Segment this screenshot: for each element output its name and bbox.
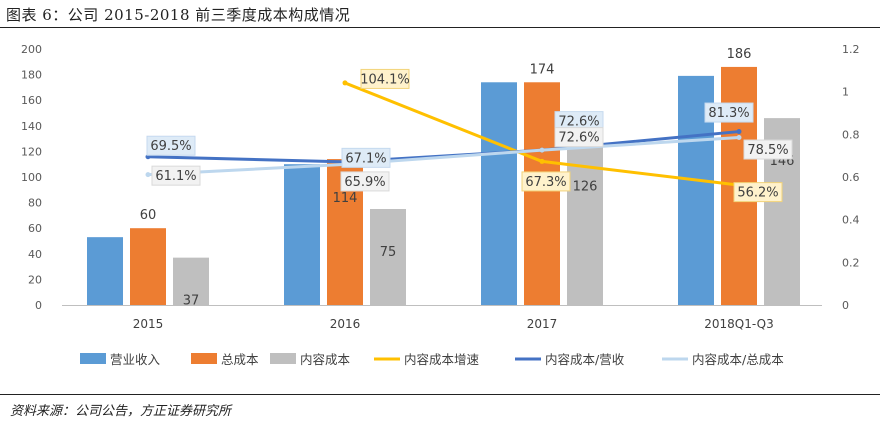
- bar-data-label: 75: [380, 245, 397, 260]
- line-point: [145, 172, 151, 178]
- line-label-box: [360, 68, 410, 89]
- line-label-box: [146, 135, 196, 156]
- bar-content-cost: [370, 209, 406, 305]
- line-label-box: [521, 171, 571, 192]
- bar-content-cost: [173, 257, 209, 305]
- y2-tick-label: 1: [842, 86, 849, 99]
- legend-label: 内容成本: [300, 352, 351, 367]
- line-label-box: [733, 182, 783, 203]
- bar-data-label: 174: [530, 62, 555, 77]
- line-label-box: [340, 171, 390, 192]
- legend-swatch: [270, 353, 296, 364]
- legend-label: 总成本: [221, 352, 259, 367]
- line-data-label: 67.3%: [525, 175, 566, 190]
- y2-tick-label: 0: [842, 299, 849, 312]
- bar-data-label: 186: [727, 47, 752, 62]
- line-data-label: 67.1%: [345, 151, 386, 166]
- bar-data-label: 126: [573, 180, 598, 195]
- y-tick-label: 120: [21, 145, 42, 158]
- line-data-label: 72.6%: [558, 131, 599, 146]
- y-tick-label: 60: [28, 222, 42, 235]
- bar-data-label: 37: [183, 294, 200, 309]
- line-data-label: 72.6%: [558, 115, 599, 130]
- line-data-label: 104.1%: [360, 72, 410, 87]
- x-category-label: 2016: [330, 317, 361, 331]
- line-label-box: [704, 102, 754, 123]
- y-tick-label: 140: [21, 120, 42, 133]
- line-point: [342, 80, 348, 86]
- y-tick-label: 160: [21, 94, 42, 107]
- y-tick-label: 0: [35, 299, 42, 312]
- bar-revenue: [481, 82, 517, 305]
- y-tick-label: 180: [21, 69, 42, 82]
- y-tick-label: 20: [28, 273, 42, 286]
- line-data-label: 65.9%: [344, 175, 385, 190]
- y-tick-label: 100: [21, 171, 42, 184]
- y-tick-label: 40: [28, 248, 42, 261]
- bar-data-label: 60: [140, 208, 157, 223]
- line-point: [736, 135, 742, 141]
- title-rule: [0, 27, 880, 28]
- y2-tick-label: 0.2: [842, 256, 860, 269]
- y-tick-label: 80: [28, 197, 42, 210]
- line-point: [539, 158, 545, 164]
- x-category-label: 2017: [527, 317, 558, 331]
- legend-label: 营业收入: [110, 352, 161, 367]
- y2-tick-label: 0.4: [842, 214, 860, 227]
- legend-label: 内容成本/营收: [545, 352, 625, 367]
- footer-rule: [0, 394, 880, 395]
- x-category-label: 2018Q1-Q3: [704, 317, 773, 331]
- line-point: [736, 129, 742, 135]
- legend-label: 内容成本增速: [404, 352, 480, 367]
- y2-tick-label: 0.8: [842, 128, 860, 141]
- legend-swatch: [80, 353, 106, 364]
- line-point: [539, 147, 545, 153]
- legend-swatch: [191, 353, 217, 364]
- bar-content-cost: [567, 143, 603, 305]
- bar-data-label: 114: [333, 191, 358, 206]
- legend-label: 内容成本/总成本: [692, 352, 784, 367]
- line-label-box: [554, 127, 604, 148]
- y2-tick-label: 0.6: [842, 171, 860, 184]
- y2-tick-label: 1.2: [842, 43, 860, 56]
- line-data-label: 61.1%: [155, 169, 196, 184]
- line-data-label: 69.5%: [150, 139, 191, 154]
- line-label-box: [151, 165, 201, 186]
- bar-revenue: [284, 164, 320, 305]
- line-data-label: 81.3%: [708, 106, 749, 121]
- line-data-label: 56.2%: [737, 186, 778, 201]
- bar-revenue: [87, 237, 123, 305]
- line-data-label: 78.5%: [747, 143, 788, 158]
- source-note: 资料来源：公司公告，方正证券研究所: [10, 404, 232, 419]
- x-category-label: 2015: [133, 317, 164, 331]
- line-label-box: [341, 147, 391, 168]
- bar-total-cost: [524, 82, 560, 305]
- chart-title: 图表 6：公司 2015-2018 前三季度成本构成情况: [6, 6, 351, 24]
- bar-total-cost: [130, 228, 166, 305]
- y-tick-label: 200: [21, 43, 42, 56]
- line-label-box: [743, 139, 793, 160]
- line-content-cost-to-total-cost: [147, 136, 740, 177]
